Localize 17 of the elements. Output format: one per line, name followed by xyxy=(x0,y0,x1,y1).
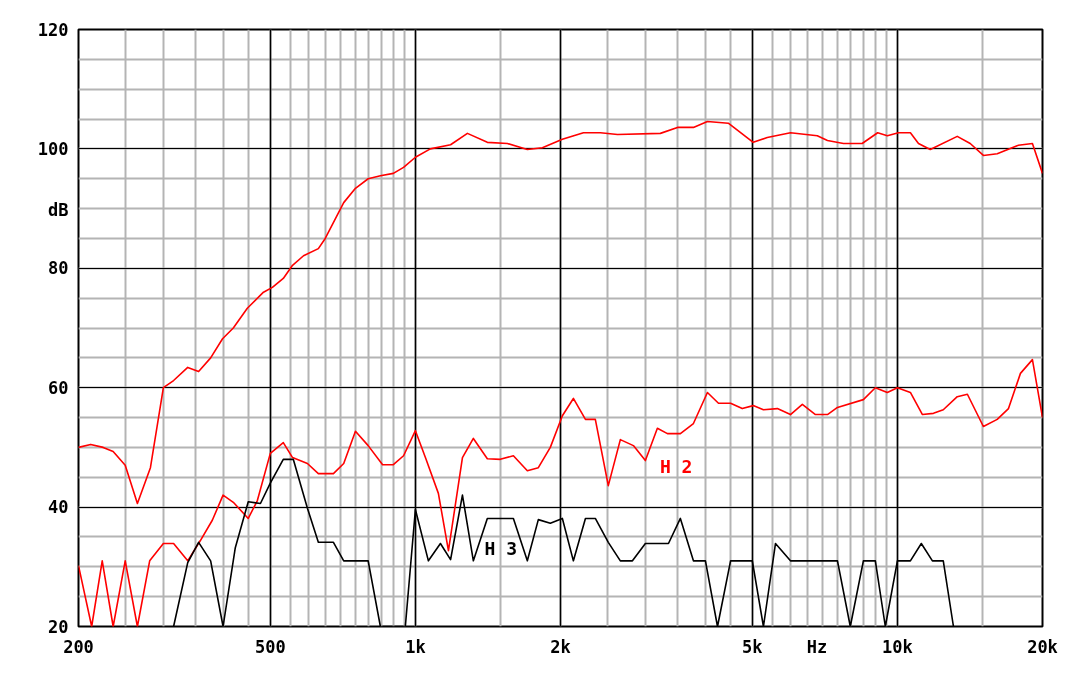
y-tick-label: 80 xyxy=(48,258,69,279)
x-tick-label: 20k xyxy=(1027,636,1058,657)
y-tick-label: 20 xyxy=(48,616,69,637)
series-label: H 2 xyxy=(659,456,693,477)
y-tick-label: 40 xyxy=(48,497,69,518)
x-tick-label: 10k xyxy=(882,636,913,657)
x-tick-label: 2k xyxy=(550,636,571,657)
x-tick-label: 1k xyxy=(405,636,426,657)
x-tick-label: 500 xyxy=(254,636,286,657)
x-axis-title: Hz xyxy=(806,636,828,657)
y-tick-label: 60 xyxy=(48,377,69,398)
series-label: H 3 xyxy=(484,538,517,560)
y-tick-label: 120 xyxy=(37,19,69,40)
x-tick-label: 200 xyxy=(63,636,94,657)
y-axis-title: dB xyxy=(48,199,69,220)
y-tick-label: 100 xyxy=(37,138,69,159)
x-tick-label: 5k xyxy=(742,636,763,657)
